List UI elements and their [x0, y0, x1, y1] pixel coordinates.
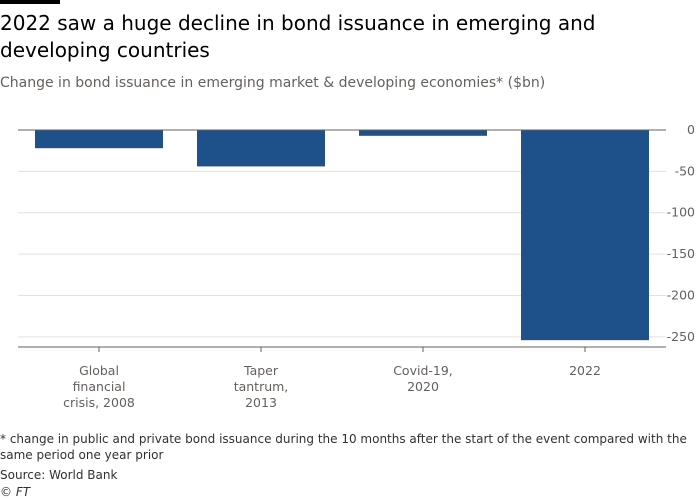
ft-top-bar	[0, 0, 60, 4]
x-category-label: Covid-19, 2020	[393, 363, 453, 394]
x-category-label: 2022	[569, 363, 601, 378]
chart-title: 2022 saw a huge decline in bond issuance…	[0, 11, 596, 62]
bar-chart: 0 -50 -100 -150 -200 -250 Global financial crisi…	[18, 122, 695, 410]
copyright: © FT	[0, 485, 31, 499]
footnote: * change in public and private bond issu…	[0, 432, 687, 462]
x-category-label: Global financial crisis, 2008	[63, 363, 135, 410]
y-tick-label: 0	[687, 122, 695, 137]
source: Source: World Bank	[0, 468, 118, 482]
y-tick-label: -250	[667, 329, 695, 344]
y-tick-label: -100	[667, 205, 695, 220]
y-tick-label: -200	[667, 287, 695, 302]
bar	[197, 130, 325, 167]
x-category-label: Taper tantrum, 2013	[234, 363, 289, 410]
bar	[359, 130, 487, 136]
bar	[35, 130, 163, 149]
bar	[521, 130, 649, 341]
y-tick-label: -150	[667, 246, 695, 261]
y-tick-label: -50	[675, 163, 695, 178]
chart-subtitle: Change in bond issuance in emerging mark…	[0, 75, 546, 91]
